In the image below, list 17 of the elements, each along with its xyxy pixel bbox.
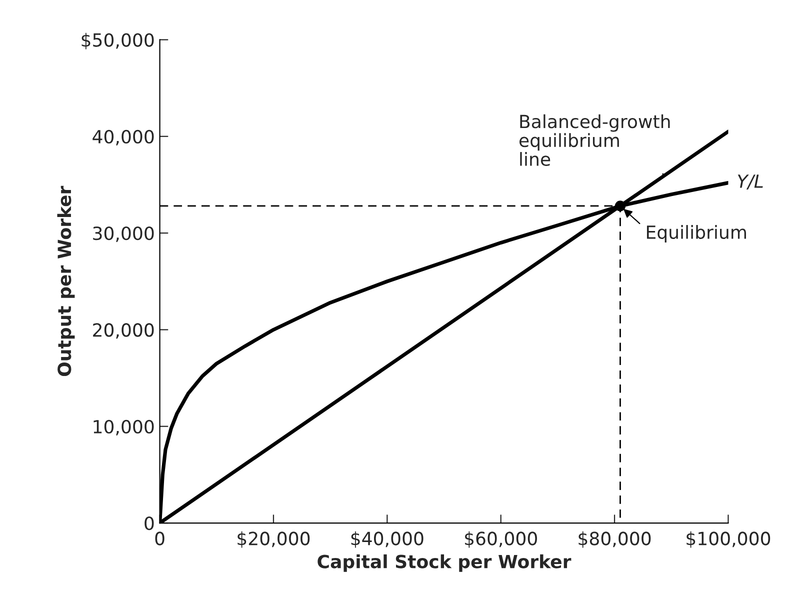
annotation: Balanced-growth equilibrium line [519, 114, 670, 166]
x-tick-label: $100,000 [686, 531, 770, 548]
y-tick-label: 30,000 [93, 226, 154, 242]
annotation: Equilibrium [646, 225, 746, 242]
x-axis-title: Capital Stock per Worker [318, 554, 572, 572]
y-tick-label: 20,000 [93, 323, 154, 339]
y-tick-label: 10,000 [94, 420, 154, 436]
x-tick-label: $40,000 [351, 531, 424, 548]
x-tick-label: $60,000 [465, 531, 537, 548]
series-label: Y/L [738, 174, 763, 190]
x-tick-label: $20,000 [238, 531, 310, 548]
x-tick-label: 0 [155, 532, 164, 546]
y-axis-title: Output per Worker [57, 186, 75, 376]
y-tick-label: $50,000 [82, 32, 154, 50]
x-tick-label: $80,000 [578, 531, 651, 548]
y-tick-label: 0 [144, 516, 154, 530]
y-tick-label: 40,000 [92, 130, 154, 146]
